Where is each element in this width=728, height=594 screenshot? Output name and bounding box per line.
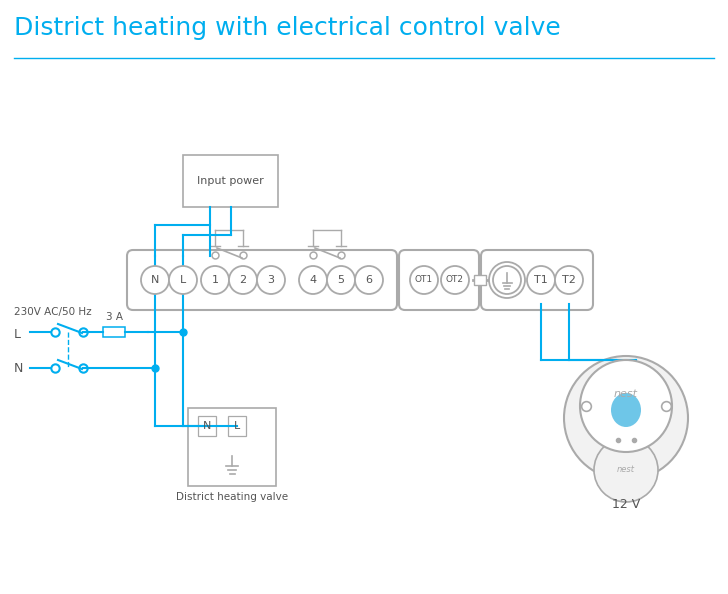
FancyBboxPatch shape xyxy=(183,155,278,207)
Text: Input power: Input power xyxy=(197,176,264,186)
Text: 230V AC/50 Hz: 230V AC/50 Hz xyxy=(14,307,92,317)
Text: OT2: OT2 xyxy=(446,276,464,285)
FancyBboxPatch shape xyxy=(188,408,276,486)
Ellipse shape xyxy=(611,393,641,427)
Circle shape xyxy=(355,266,383,294)
FancyBboxPatch shape xyxy=(127,250,397,310)
Circle shape xyxy=(229,266,257,294)
Text: 5: 5 xyxy=(338,275,344,285)
Circle shape xyxy=(564,356,688,480)
Text: L: L xyxy=(180,275,186,285)
Text: 3 A: 3 A xyxy=(106,312,124,322)
Circle shape xyxy=(201,266,229,294)
Text: 6: 6 xyxy=(365,275,373,285)
Circle shape xyxy=(594,438,658,502)
Text: 2: 2 xyxy=(240,275,247,285)
Text: District heating with electrical control valve: District heating with electrical control… xyxy=(14,16,561,40)
Circle shape xyxy=(169,266,197,294)
Text: District heating valve: District heating valve xyxy=(176,492,288,502)
Circle shape xyxy=(489,262,525,298)
Text: T2: T2 xyxy=(562,275,576,285)
Text: nest: nest xyxy=(617,466,635,475)
Circle shape xyxy=(299,266,327,294)
Text: 1: 1 xyxy=(212,275,218,285)
Text: 3: 3 xyxy=(267,275,274,285)
Circle shape xyxy=(555,266,583,294)
Circle shape xyxy=(493,266,521,294)
Text: L: L xyxy=(234,421,240,431)
Circle shape xyxy=(257,266,285,294)
Text: N: N xyxy=(14,362,23,375)
Circle shape xyxy=(580,360,672,452)
Text: N: N xyxy=(203,421,211,431)
Text: T1: T1 xyxy=(534,275,548,285)
FancyBboxPatch shape xyxy=(198,416,216,436)
FancyBboxPatch shape xyxy=(103,327,125,337)
Circle shape xyxy=(527,266,555,294)
Circle shape xyxy=(410,266,438,294)
Text: L: L xyxy=(14,328,21,341)
Text: OT1: OT1 xyxy=(415,276,433,285)
Circle shape xyxy=(141,266,169,294)
FancyBboxPatch shape xyxy=(474,275,486,285)
Text: nest: nest xyxy=(614,389,638,399)
Text: 4: 4 xyxy=(309,275,317,285)
Circle shape xyxy=(327,266,355,294)
Text: N: N xyxy=(151,275,159,285)
Text: 12 V: 12 V xyxy=(612,498,640,511)
FancyBboxPatch shape xyxy=(399,250,479,310)
Circle shape xyxy=(441,266,469,294)
FancyBboxPatch shape xyxy=(228,416,246,436)
FancyBboxPatch shape xyxy=(481,250,593,310)
